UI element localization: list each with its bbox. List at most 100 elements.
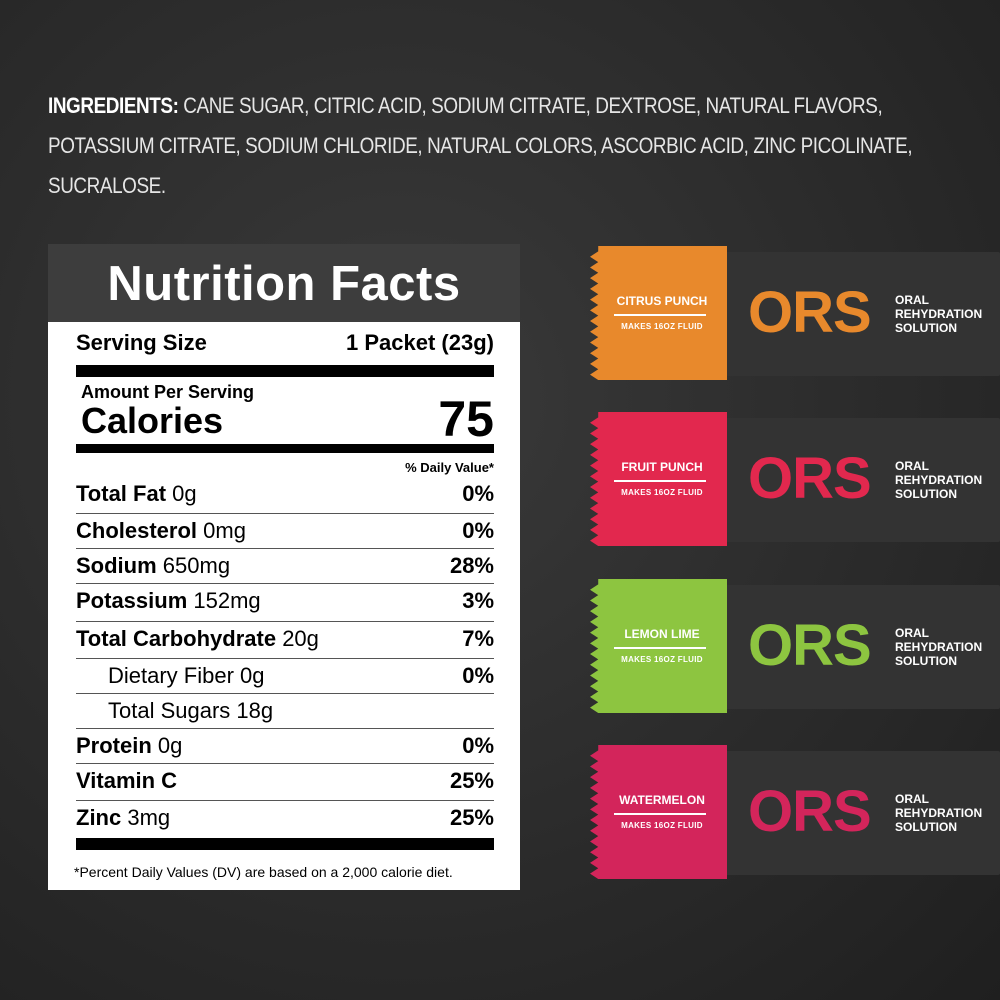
flavor-name: CITRUS PUNCH	[616, 294, 708, 308]
packet-flavor-tab	[590, 745, 727, 879]
nutrient-dv: 25%	[449, 805, 494, 830]
footnote: *Percent Daily Values (DV) are based on …	[74, 864, 453, 880]
packet-body	[710, 418, 1000, 542]
desc-line: REHYDRATION	[895, 806, 983, 820]
makes-text: MAKES 16OZ FLUID	[621, 655, 703, 664]
nutrient-label: Sodium	[76, 553, 157, 578]
nutrient-amount: 0g	[157, 733, 183, 758]
desc-line: SOLUTION	[895, 820, 957, 834]
ors-logo: ORS	[748, 280, 872, 345]
nutrient-name: Potassium 152mg	[76, 588, 261, 614]
ors-logo: ORS	[748, 613, 872, 678]
nutrient-dv: 3%	[462, 588, 494, 613]
nutrient-amount: 0g	[172, 480, 197, 506]
nutrient-name: Protein 0g	[76, 733, 182, 759]
makes-text: MAKES 16OZ FLUID	[621, 821, 703, 830]
serving-size: Serving Size 1 Packet (23g)	[76, 330, 494, 356]
nutrient-label: Zinc	[76, 805, 122, 830]
desc-line: ORAL	[895, 293, 929, 307]
desc-line: REHYDRATION	[895, 473, 983, 487]
nutrient-name: Dietary Fiber 0g	[76, 663, 265, 689]
serving-value: 1 Packet (23g)	[346, 330, 494, 355]
nutrient-label: Total Sugars 18g	[108, 698, 274, 723]
daily-value-header: % Daily Value*	[405, 460, 494, 475]
nutrient-dv: 0%	[462, 733, 494, 758]
desc-line: ORAL	[895, 459, 929, 473]
nutrient-amount: 650mg	[162, 553, 231, 578]
serving-label: Serving Size	[76, 330, 207, 355]
divider	[614, 480, 706, 482]
nutrient-amount: 0mg	[203, 518, 246, 543]
calories-value: 75	[438, 391, 494, 447]
flavor-name: WATERMELON	[619, 793, 705, 807]
packet-flavor-tab	[590, 246, 727, 380]
nutrient-amount: 152mg	[193, 588, 261, 613]
nutrient-row: Protein 0g 0%	[76, 728, 494, 763]
nutrient-row: Cholesterol 0mg 0%	[76, 513, 494, 548]
nutrient-row: Sodium 650mg 28%	[76, 548, 494, 583]
nutrient-label: Dietary Fiber 0g	[108, 663, 265, 688]
nutrient-row: Zinc 3mg 25%	[76, 800, 494, 835]
packet-body	[710, 252, 1000, 376]
nutrient-dv: 25%	[449, 768, 494, 793]
nutrient-row: Total Carbohydrate 20g 7%	[76, 621, 494, 656]
makes-text: MAKES 16OZ FLUID	[621, 488, 703, 497]
desc-line: SOLUTION	[895, 321, 957, 335]
nutrient-row: Total Fat 0g 0%	[76, 476, 494, 511]
flavor-name: LEMON LIME	[624, 627, 700, 641]
thick-divider	[76, 838, 494, 850]
packet-body	[710, 751, 1000, 875]
ors-logo: ORS	[748, 446, 872, 511]
nutrient-amount: 20g	[282, 626, 319, 651]
nutrient-dv: 7%	[462, 626, 494, 651]
divider	[614, 813, 706, 815]
ors-packet: CITRUS PUNCH MAKES 16OZ FLUID ORS ORAL RE…	[590, 246, 1000, 380]
nutrient-label: Cholesterol	[76, 518, 198, 543]
nutrient-row: Total Sugars 18g	[76, 693, 494, 728]
nutrient-label: Total Fat	[76, 480, 167, 506]
nutrient-name: Vitamin C	[76, 768, 177, 794]
ors-description: ORAL REHYDRATION SOLUTION	[895, 293, 982, 335]
nutrition-facts-label: Nutrition Facts Serving Size 1 Packet (2…	[48, 244, 520, 890]
ors-packet: LEMON LIME MAKES 16OZ FLUID ORS ORAL REHY…	[590, 579, 1000, 713]
nutrition-title: Nutrition Facts	[48, 244, 520, 322]
nutrient-dv: 0%	[462, 480, 494, 506]
divider	[614, 647, 706, 649]
ors-packet: FRUIT PUNCH MAKES 16OZ FLUID ORS ORAL REH…	[590, 412, 1000, 546]
desc-line: SOLUTION	[895, 487, 957, 501]
nutrient-dv: 28%	[449, 553, 494, 578]
divider	[614, 314, 706, 316]
nutrient-dv: 0%	[462, 518, 494, 543]
flavor-name: FRUIT PUNCH	[621, 460, 703, 474]
nutrient-name: Total Sugars 18g	[76, 698, 273, 724]
packet-flavor-tab	[590, 579, 727, 713]
desc-line: ORAL	[895, 626, 929, 640]
nutrient-label: Protein	[76, 733, 152, 758]
nutrient-label: Total Carbohydrate	[76, 626, 277, 651]
nutrient-row: Vitamin C 25%	[76, 763, 494, 798]
desc-line: REHYDRATION	[895, 307, 983, 321]
nutrient-row: Potassium 152mg 3%	[76, 583, 494, 618]
nutrient-row: Dietary Fiber 0g 0%	[76, 658, 494, 693]
ingredients-text: INGREDIENTS: CANE SUGAR, CITRIC ACID, SO…	[48, 86, 960, 206]
nutrient-dv: 0%	[462, 663, 494, 688]
thick-divider	[76, 444, 494, 453]
thick-divider	[76, 365, 494, 377]
packet-flavor-tab	[590, 412, 727, 546]
makes-text: MAKES 16OZ FLUID	[621, 322, 703, 331]
ors-description: ORAL REHYDRATION SOLUTION	[895, 626, 982, 668]
ors-description: ORAL REHYDRATION SOLUTION	[895, 459, 982, 501]
ors-description: ORAL REHYDRATION SOLUTION	[895, 792, 982, 834]
nutrient-amount: 3mg	[127, 805, 171, 830]
nutrient-label: Vitamin C	[76, 768, 178, 793]
ingredients-label: INGREDIENTS:	[48, 93, 179, 118]
desc-line: SOLUTION	[895, 654, 957, 668]
amount-per-serving: Amount Per Serving	[81, 382, 255, 402]
desc-line: REHYDRATION	[895, 640, 983, 654]
calories-label: Calories	[81, 400, 224, 441]
nutrient-name: Zinc 3mg	[76, 805, 170, 831]
nutrient-name: Sodium 650mg	[76, 553, 230, 579]
nutrient-name: Total Carbohydrate 20g	[76, 626, 319, 652]
desc-line: ORAL	[895, 792, 929, 806]
nutrient-name: Cholesterol 0mg	[76, 518, 246, 544]
